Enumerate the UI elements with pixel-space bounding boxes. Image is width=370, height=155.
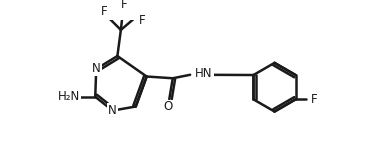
Text: HN: HN	[195, 67, 213, 80]
Text: F: F	[138, 14, 145, 27]
Text: F: F	[311, 93, 318, 106]
Text: N: N	[92, 62, 101, 75]
Text: F: F	[121, 0, 128, 11]
Text: N: N	[108, 104, 117, 117]
Text: H₂N: H₂N	[58, 90, 80, 103]
Text: F: F	[101, 5, 108, 18]
Text: O: O	[163, 100, 172, 113]
